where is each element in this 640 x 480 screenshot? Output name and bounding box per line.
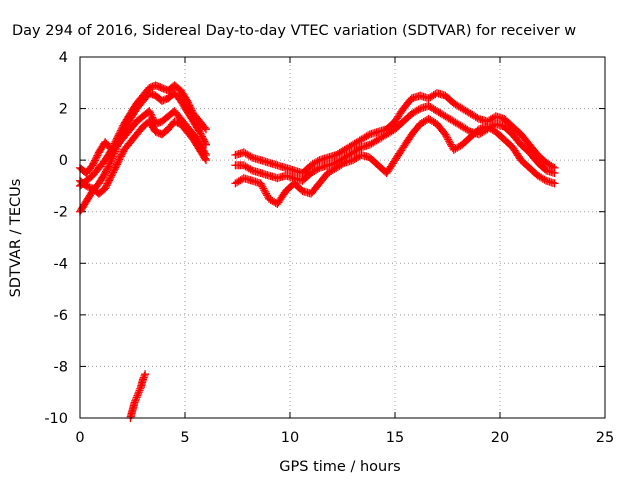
data-point [131, 396, 140, 405]
data-point [445, 137, 454, 146]
y-tick-label: 0 [59, 153, 68, 169]
x-tick-label: 20 [491, 430, 509, 446]
x-tick-label: 5 [180, 430, 189, 446]
data-point [257, 181, 266, 190]
x-tick-label: 0 [75, 430, 84, 446]
data-point [443, 133, 452, 142]
data-point [202, 156, 210, 165]
data-point [246, 152, 255, 161]
data-point [447, 140, 455, 149]
data-point [263, 191, 272, 200]
data-point [108, 154, 117, 163]
series-arc-4 [76, 117, 210, 198]
data-point [202, 125, 210, 134]
y-tick-label: 4 [59, 50, 68, 66]
data-point [259, 184, 268, 193]
data-point [260, 186, 269, 195]
x-tick-label: 15 [386, 430, 404, 446]
data-point [132, 395, 140, 404]
series-arc-6 [231, 89, 559, 178]
x-tick-label: 10 [281, 430, 299, 446]
data-point [256, 179, 265, 188]
chart-title: Day 294 of 2016, Sidereal Day-to-day VTE… [12, 23, 576, 39]
data-point [261, 187, 270, 196]
data-point [262, 189, 271, 198]
data-point [130, 398, 139, 407]
series-arc-5 [126, 370, 150, 422]
data-point [550, 169, 559, 178]
y-tick-label: -2 [54, 205, 68, 221]
y-tick-label: -6 [54, 308, 68, 324]
data-point [108, 152, 117, 161]
data-point [106, 157, 115, 166]
x-tick-label: 25 [596, 430, 614, 446]
data-point [364, 131, 373, 140]
data-point [441, 130, 450, 139]
data-point [109, 150, 118, 159]
x-axis-label: GPS time / hours [279, 459, 400, 475]
data-point [313, 157, 322, 166]
data-point [107, 156, 116, 165]
data-point [473, 113, 482, 122]
y-tick-label: 2 [59, 102, 68, 118]
plot-frame [79, 56, 606, 419]
data-point [246, 165, 255, 174]
series-arc-7 [231, 101, 559, 185]
data-point [134, 389, 143, 398]
data-point [442, 132, 451, 141]
data-point [258, 182, 267, 191]
data-point [135, 386, 144, 395]
y-tick-label: -8 [54, 359, 68, 375]
data-point [464, 126, 473, 135]
data-point [200, 123, 209, 132]
y-axis-label: SDTVAR / TECUs [8, 179, 24, 298]
data-point [133, 391, 142, 400]
data-point [139, 375, 147, 384]
data-point [355, 144, 364, 153]
data-point [444, 135, 453, 144]
data-point [134, 388, 143, 397]
series-arc-8 [231, 114, 559, 208]
data-point [132, 393, 141, 402]
data-point [140, 371, 149, 380]
data-point [141, 370, 150, 379]
data-point [540, 175, 549, 184]
data-point [313, 164, 322, 173]
data-point [201, 154, 210, 163]
data-point [446, 138, 455, 147]
data-point [550, 179, 559, 188]
data-point [338, 159, 347, 168]
data-point [414, 105, 423, 114]
y-tick-label: -10 [44, 411, 68, 427]
tick-labels: 0 5 10 15 20 25 -10 -8 -6 -4 -2 0 2 4 [44, 50, 614, 446]
data-point [139, 373, 148, 382]
y-tick-label: -4 [54, 256, 68, 272]
